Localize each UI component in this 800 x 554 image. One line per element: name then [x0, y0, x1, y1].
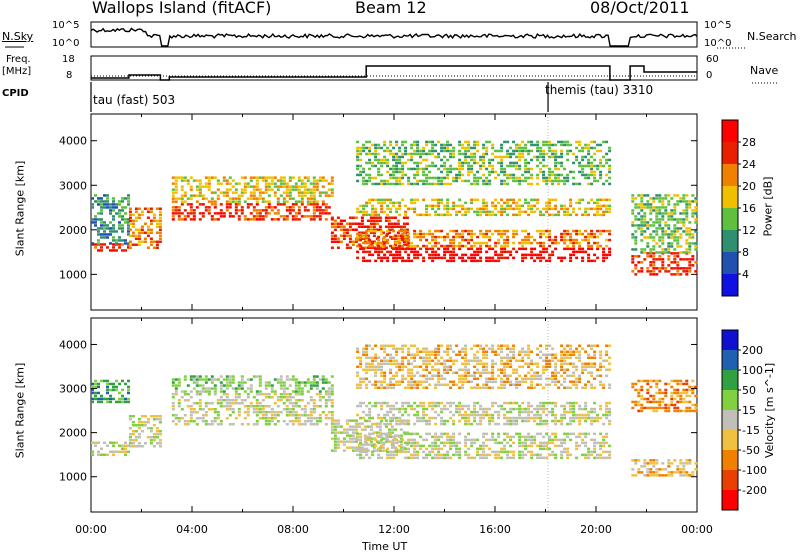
xtick-label: 04:00	[176, 523, 208, 536]
xtick-label: 16:00	[479, 523, 511, 536]
n-sky-label: N.Sky	[2, 30, 34, 43]
search-tick-bottom-right: 10^0	[704, 38, 732, 49]
power-panel-frame	[90, 113, 698, 311]
velocity-colorbar-tick-label: -15	[742, 424, 760, 437]
velocity-colorbar-tick-label: -100	[742, 464, 767, 477]
velocity-band-7	[356, 432, 612, 460]
power-band-1	[91, 194, 130, 245]
velocity-ytick-label: 4000	[59, 338, 87, 351]
velocity-colorbar-segment	[722, 470, 738, 491]
power-colorbar-segment	[722, 120, 738, 143]
mhz-label: [MHz]	[2, 66, 32, 77]
velocity-colorbar-tick-label: 15	[742, 404, 756, 417]
power-band-5	[330, 216, 409, 249]
cpid-label: CPID	[2, 88, 29, 99]
velocity-band-9	[356, 344, 612, 389]
velocity-colorbar-segment	[722, 410, 738, 431]
velocity-band-1	[91, 379, 130, 404]
sky-tick-top-left: 10^5	[52, 20, 80, 31]
freq-tick-8: 8	[66, 70, 73, 81]
power-band-2	[128, 207, 162, 249]
beam-title: Beam 12	[355, 0, 427, 17]
power-band-9	[356, 140, 612, 186]
power-band-11	[631, 194, 698, 254]
power-band-8	[356, 198, 612, 217]
power-ytick-label: 2000	[59, 224, 87, 237]
velocity-colorbar-segment	[722, 370, 738, 391]
power-colorbar-segment	[722, 252, 738, 275]
power-colorbar-tick-label: 20	[742, 180, 756, 193]
power-colorbar-tick-label: 16	[742, 202, 756, 215]
velocity-ytick-label: 2000	[59, 427, 87, 440]
sky-panel-frame	[90, 21, 698, 48]
sky-tick-bottom-left: 10^0	[52, 38, 80, 49]
power-band-3	[171, 203, 334, 221]
xtick-label: 20:00	[580, 523, 612, 536]
search-tick-top-right: 10^5	[704, 20, 732, 31]
power-band-4	[171, 176, 334, 203]
velocity-colorbar-tick-label: 100	[742, 364, 763, 377]
velocity-band-0	[91, 441, 130, 456]
velocity-colorbar-segment	[722, 330, 738, 351]
x-axis-label: Time UT	[362, 540, 408, 553]
n-sky-series-line	[90, 27, 698, 47]
velocity-colorbar-segment	[722, 390, 738, 411]
nave-tick-60: 60	[706, 54, 719, 65]
velocity-band-4	[171, 393, 334, 426]
power-band-7	[356, 229, 612, 248]
velocity-colorbar-segment	[722, 490, 738, 511]
freq-tick-18: 18	[62, 54, 75, 65]
n-search-label: N.Search	[747, 30, 797, 43]
frequency-series-line	[91, 65, 697, 81]
velocity-band-11	[631, 379, 698, 413]
freq-label: Freq.	[6, 54, 31, 65]
power-colorbar-tick-label: 28	[742, 136, 756, 149]
power-colorbar-segment	[722, 186, 738, 209]
nave-tick-0: 0	[706, 70, 713, 81]
power-band-10	[631, 252, 698, 276]
velocity-band-5	[171, 375, 334, 393]
power-band-6	[356, 247, 612, 263]
power-ytick-label: 3000	[59, 179, 87, 192]
power-ytick-label: 4000	[59, 135, 87, 148]
xtick-label: 08:00	[277, 523, 309, 536]
velocity-colorbar-tick-label: -50	[742, 444, 760, 457]
station-title: Wallops Island (fitACF)	[92, 0, 272, 17]
power-colorbar-tick-label: 24	[742, 158, 756, 171]
velocity-colorbar-frame	[721, 329, 739, 511]
velocity-band-10	[631, 459, 698, 477]
velocity-band-8	[356, 401, 612, 426]
velocity-colorbar-segment	[722, 350, 738, 371]
velocity-colorbar-tick-label: 200	[742, 344, 763, 357]
nave-label: Nave	[750, 64, 779, 77]
power-colorbar-segment	[722, 274, 738, 297]
power-ytick-label: 1000	[59, 268, 87, 281]
power-colorbar-segment	[722, 142, 738, 165]
cpid-mode-tau-fast: tau (fast) 503	[93, 93, 176, 107]
xtick-label: 12:00	[378, 523, 410, 536]
freq-panel-frame	[90, 55, 698, 81]
velocity-colorbar-tick-label: 50	[742, 384, 756, 397]
velocity-colorbar-tick-label: -200	[742, 484, 767, 497]
xtick-label: 00:00	[681, 523, 713, 536]
power-colorbar-tick-label: 4	[742, 268, 749, 281]
velocity-ytick-label: 1000	[59, 471, 87, 484]
velocity-colorbar-segment	[722, 450, 738, 471]
xtick-label: 00:00	[75, 523, 107, 536]
power-colorbar-tick-label: 8	[742, 246, 749, 259]
power-colorbar-segment	[722, 230, 738, 253]
velocity-ytick-label: 3000	[59, 383, 87, 396]
power-colorbar-tick-label: 12	[742, 224, 756, 237]
power-colorbar-segment	[722, 164, 738, 187]
power-colorbar-segment	[722, 208, 738, 231]
cpid-mode-themis: themis (tau) 3310	[545, 83, 654, 97]
date-title: 08/Oct/2011	[590, 0, 690, 17]
velocity-band-2	[128, 415, 162, 448]
velocity-colorbar-segment	[722, 430, 738, 451]
